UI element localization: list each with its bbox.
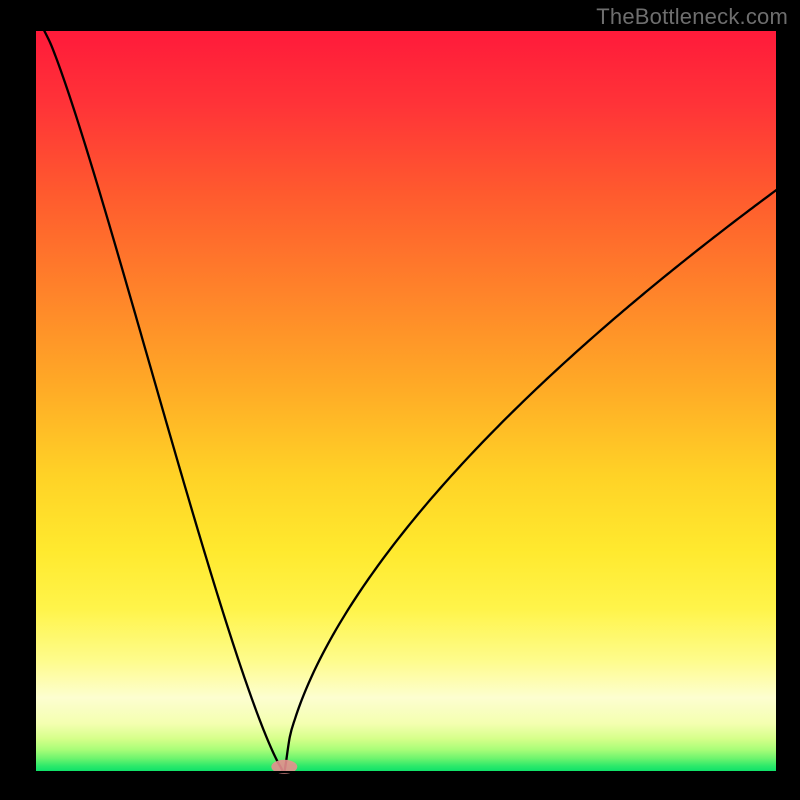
plot-gradient: [35, 30, 777, 772]
chart-root: TheBottleneck.com: [0, 0, 800, 800]
bottleneck-chart: [0, 0, 800, 800]
watermark-text: TheBottleneck.com: [596, 4, 788, 30]
